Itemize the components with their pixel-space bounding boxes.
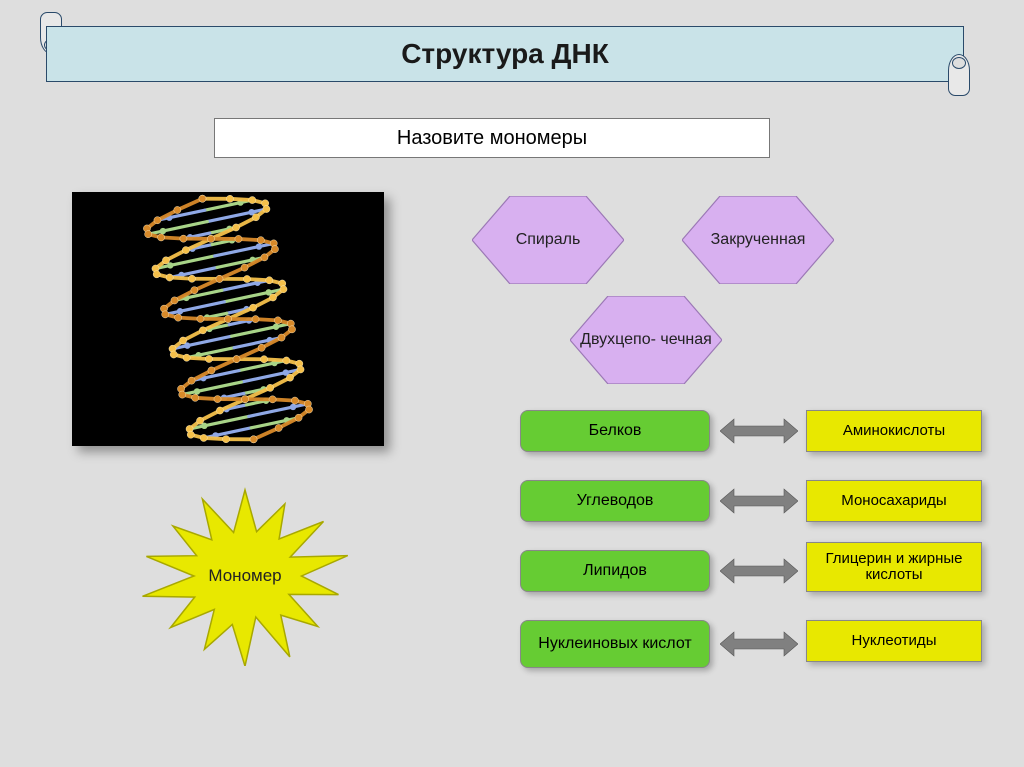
- box-label: Нуклеотиды: [852, 633, 937, 650]
- category-carbs: Углеводов: [520, 480, 710, 522]
- hex-label: Двухцепо- чечная: [580, 331, 712, 349]
- arrow-carbs: [720, 487, 798, 515]
- arrow-nucleic: [720, 630, 798, 658]
- arrow-lipids: [720, 557, 798, 585]
- hex-spiral: Спираль: [472, 196, 624, 284]
- subtitle-box: Назовите мономеры: [214, 118, 770, 158]
- box-label: Липидов: [583, 562, 647, 580]
- hex-twisted: Закрученная: [682, 196, 834, 284]
- subtitle-text: Назовите мономеры: [397, 127, 587, 150]
- monomer-monosaccharides: Моносахариды: [806, 480, 982, 522]
- starburst-label: Мономер: [208, 566, 281, 586]
- monomer-aminoacids: Аминокислоты: [806, 410, 982, 452]
- box-label: Углеводов: [577, 492, 654, 510]
- hex-double-strand: Двухцепо- чечная: [570, 296, 722, 384]
- box-label: Аминокислоты: [843, 423, 945, 440]
- monomer-starburst: Мономер: [130, 486, 360, 666]
- category-lipids: Липидов: [520, 550, 710, 592]
- box-label: Нуклеиновых кислот: [538, 635, 691, 653]
- monomer-glycerol-fatty-acids: Глицерин и жирные кислоты: [806, 542, 982, 592]
- dna-model-image: [72, 192, 384, 446]
- monomer-nucleotides: Нуклеотиды: [806, 620, 982, 662]
- box-label: Глицерин и жирные кислоты: [811, 551, 977, 584]
- title-banner: Структура ДНК: [46, 26, 964, 82]
- category-nucleic-acids: Нуклеиновых кислот: [520, 620, 710, 668]
- hex-label: Закрученная: [711, 231, 806, 249]
- arrow-proteins: [720, 417, 798, 445]
- page-title: Структура ДНК: [401, 38, 609, 70]
- dna-svg: [72, 192, 384, 446]
- box-label: Моносахариды: [841, 493, 946, 510]
- box-label: Белков: [589, 422, 642, 440]
- scroll-ornament-right: [948, 54, 970, 96]
- hex-label: Спираль: [516, 231, 581, 249]
- category-proteins: Белков: [520, 410, 710, 452]
